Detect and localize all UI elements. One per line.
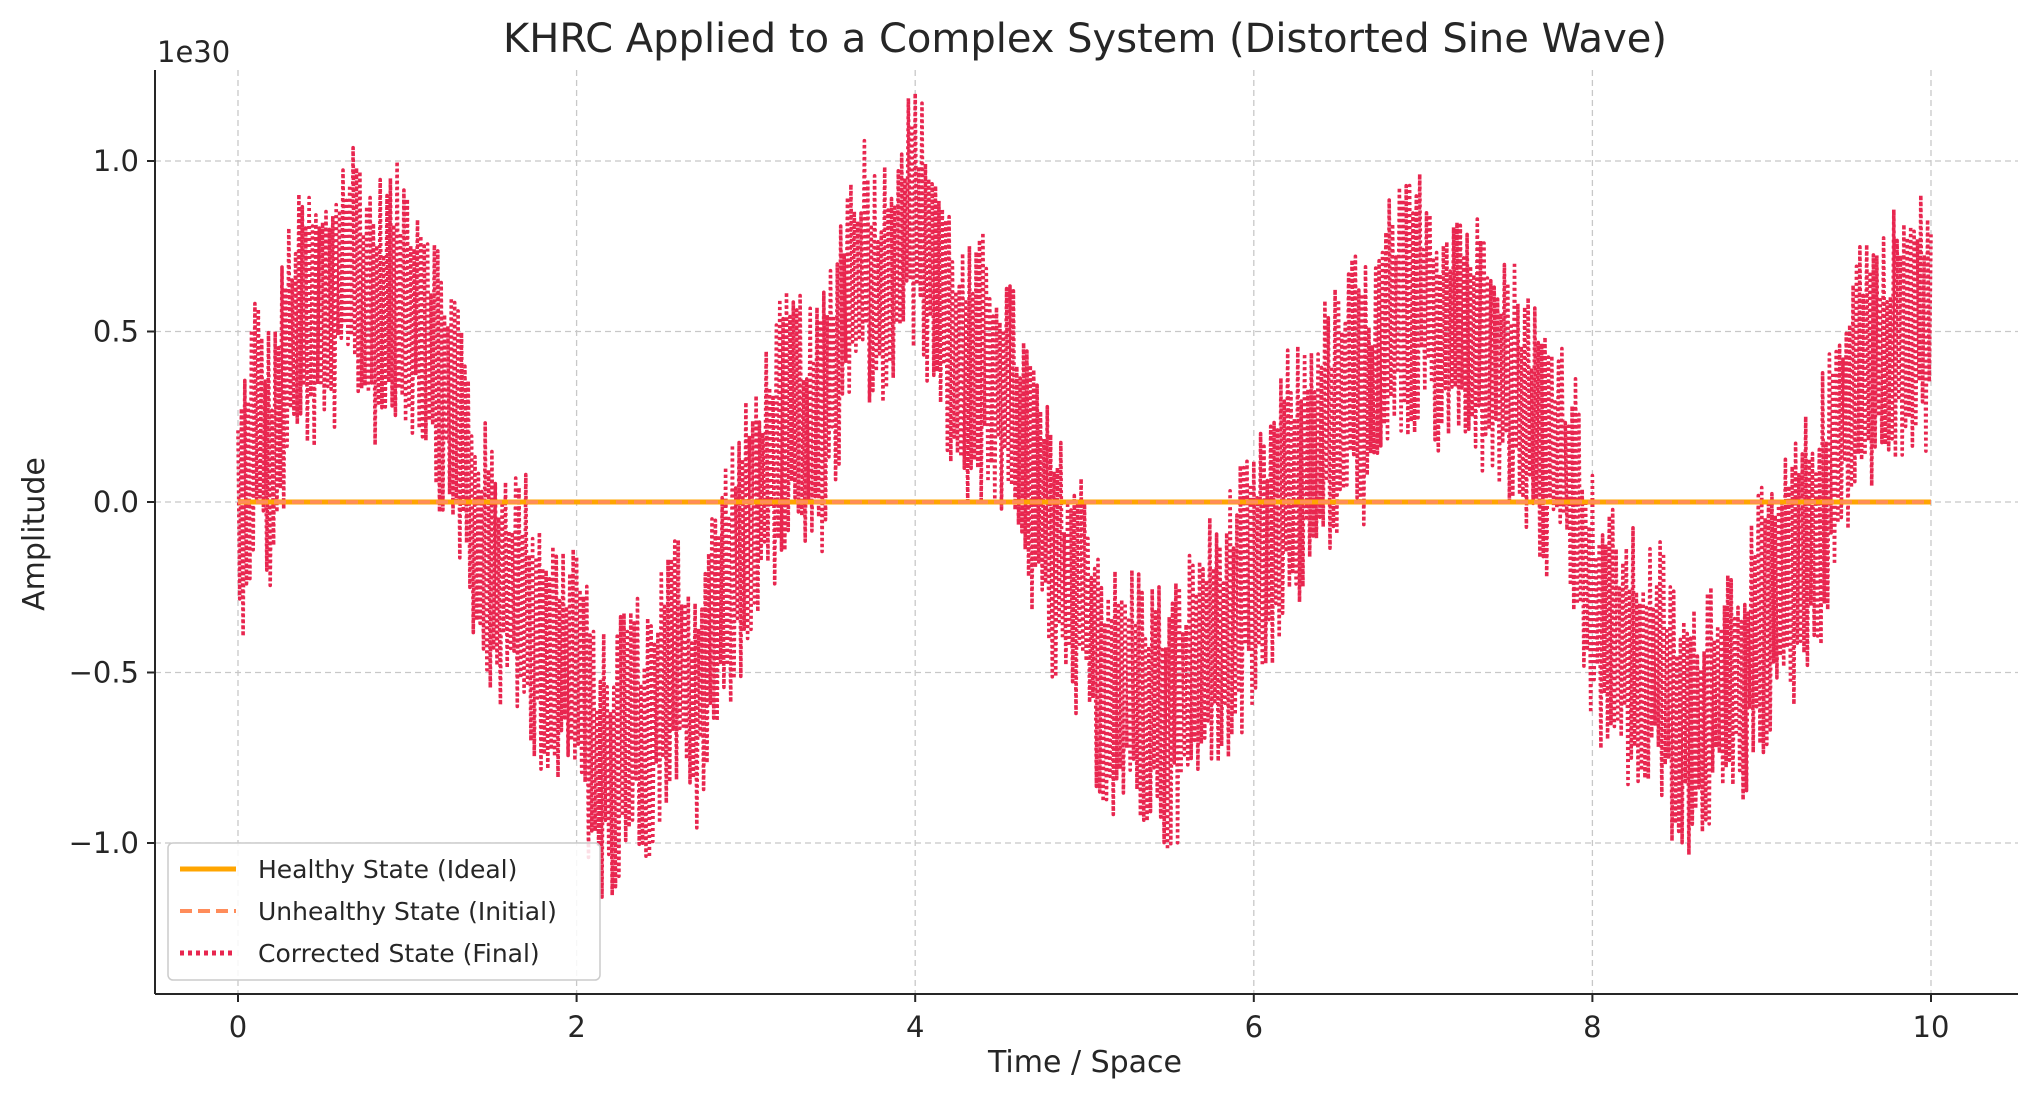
- x-axis-label: Time / Space: [987, 1045, 1182, 1080]
- x-tick-label: 2: [567, 1010, 585, 1044]
- x-tick-label: 8: [1583, 1010, 1601, 1044]
- y-tick-label: −1.0: [69, 826, 139, 860]
- legend-label-unhealthy: Unhealthy State (Initial): [258, 897, 557, 926]
- y-tick-label: 1.0: [93, 144, 139, 178]
- series-corrected-state-line: [236, 91, 1933, 899]
- legend-label-healthy: Healthy State (Ideal): [258, 855, 517, 884]
- x-tick-label: 10: [1913, 1010, 1950, 1044]
- x-tick-label: 0: [229, 1010, 247, 1044]
- x-tick-label: 4: [906, 1010, 924, 1044]
- y-axis-label: Amplitude: [17, 457, 52, 611]
- legend-label-corrected: Corrected State (Final): [258, 939, 540, 968]
- ticks: 0 2 4 6 8 10 1.0 0.5 0.0 −0.5 −1.0: [69, 144, 1950, 1044]
- chart-title: KHRC Applied to a Complex System (Distor…: [503, 16, 1667, 62]
- y-tick-label: −0.5: [69, 656, 139, 690]
- axes: [154, 70, 2018, 995]
- x-tick-label: 6: [1245, 1010, 1263, 1044]
- y-tick-label: 0.5: [93, 315, 139, 349]
- legend: Healthy State (Ideal) Unhealthy State (I…: [167, 842, 601, 981]
- y-tick-label: 0.0: [93, 485, 139, 519]
- legend-box: [167, 842, 601, 981]
- y-offset-label: 1e30: [157, 35, 230, 69]
- plot-series: [236, 91, 1933, 899]
